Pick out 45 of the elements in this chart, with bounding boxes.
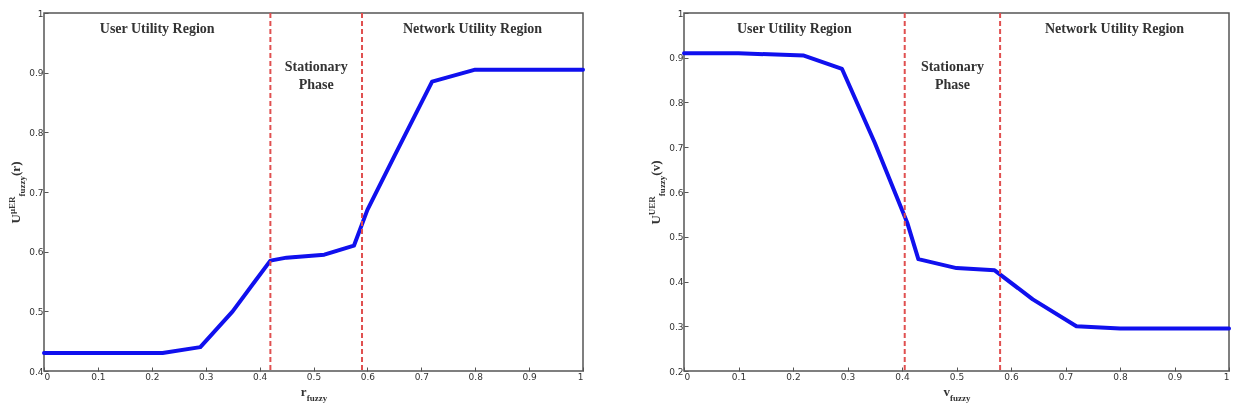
y-tick-label: 0.9 [669,53,684,64]
x-tick-label: 0.1 [91,371,106,382]
x-tick-label: 0.4 [895,371,910,382]
y-tick-label: 0.8 [669,98,684,108]
x-tick-label: 0.7 [1058,371,1074,382]
y-tick-label: 0.8 [29,127,44,138]
x-tick-label: 1 [1223,371,1230,382]
y-tick-label: 0.9 [29,68,44,79]
x-tick-label: 0.9 [1167,371,1183,382]
x-tick-label: 1 [577,371,584,382]
x-tick-label: 0.3 [840,371,856,382]
x-tick-label: 0.6 [360,371,376,382]
y-tick-label: 0.5 [29,306,44,317]
x-tick-label: 0.9 [522,371,538,382]
y-tick-label: 0.6 [669,187,684,198]
y-tick-label: 0.6 [29,247,44,258]
x-tick-label: 0.6 [1004,371,1019,382]
y-tick-label: 0.5 [669,232,684,243]
annotation: User Utility Region [99,21,215,37]
x-tick-label: 0.3 [199,371,214,382]
x-tick-label: 0 [684,371,691,382]
x-tick-label: 0.8 [468,371,484,382]
x-axis-title: r$_{fuzzy}$ [300,383,328,403]
y-tick-label: 1 [677,8,684,19]
x-tick-label: 0.2 [145,371,160,382]
y-tick-label: 0.7 [29,187,44,198]
x-tick-label: 0.2 [786,371,801,382]
x-axis-title: v$_{fuzzy}$ [943,383,971,403]
annotation: Stationary Phase [284,58,348,92]
y-tick-label: 1 [37,8,44,19]
line-series [682,51,1231,331]
x-tick-label: 0.8 [1113,371,1128,382]
x-tick-label: 0.5 [949,371,965,382]
y-tick-label: 0.4 [669,277,684,287]
annotation: Network Utility Region [1044,21,1185,37]
x-tick-label: 0 [44,371,51,382]
annotation: User Utility Region [736,21,852,37]
x-tick-label: 0.7 [414,371,429,382]
x-tick-label: 0.5 [306,371,322,382]
annotation: Network Utility Region [402,21,543,37]
y-tick-label: 0.3 [669,321,684,332]
x-tick-label: 0.4 [252,371,268,382]
y-tick-label: 0.7 [669,142,684,153]
annotation: Stationary Phase [920,58,984,92]
x-tick-label: 0.1 [731,371,747,382]
